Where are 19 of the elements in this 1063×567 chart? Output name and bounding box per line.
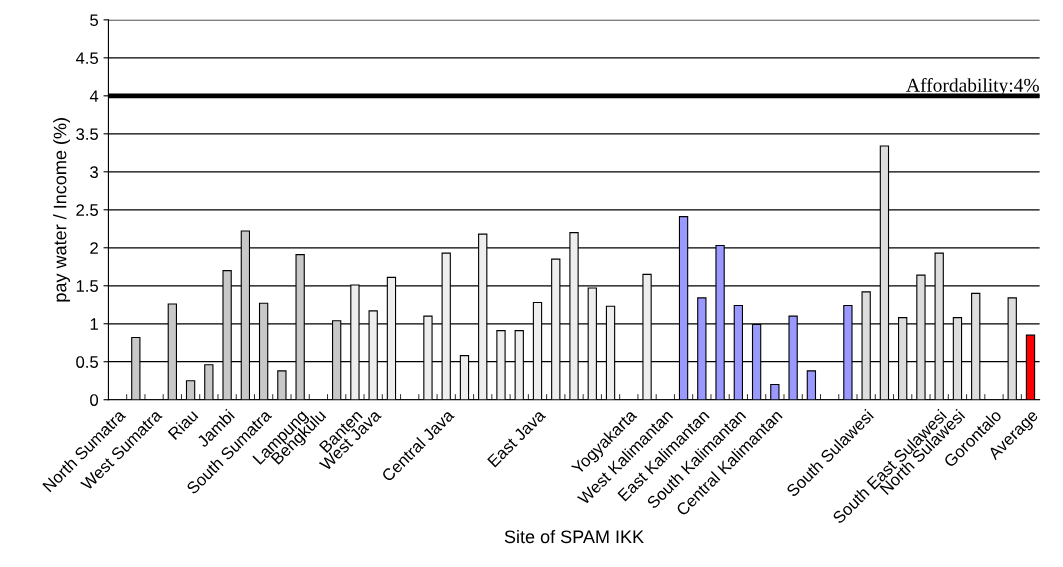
bar xyxy=(204,364,214,400)
y-tick-label: 2 xyxy=(90,242,98,254)
bar xyxy=(185,380,196,400)
bar xyxy=(770,383,780,400)
ref-line-label: Affordability:4% xyxy=(906,77,1039,96)
y-tick-label: 1.5 xyxy=(76,280,99,292)
y-tick-label: 0 xyxy=(90,394,99,406)
bar xyxy=(277,370,287,400)
bar xyxy=(806,370,817,400)
y-tick-label: 1 xyxy=(90,318,98,330)
y-tick-label: 3 xyxy=(90,166,98,178)
y-tick-label: 4.5 xyxy=(75,52,99,65)
y-tick-label: 0.5 xyxy=(76,356,99,368)
y-tick-label: 4 xyxy=(89,90,99,102)
y-axis-title: pay water / Income (%) xyxy=(53,118,70,302)
y-tick-label: 2.5 xyxy=(76,204,99,216)
y-tick-label: 3.5 xyxy=(76,128,99,141)
x-axis-title: Site of SPAM IKK xyxy=(504,529,644,544)
y-tick-label: 5 xyxy=(90,14,99,27)
